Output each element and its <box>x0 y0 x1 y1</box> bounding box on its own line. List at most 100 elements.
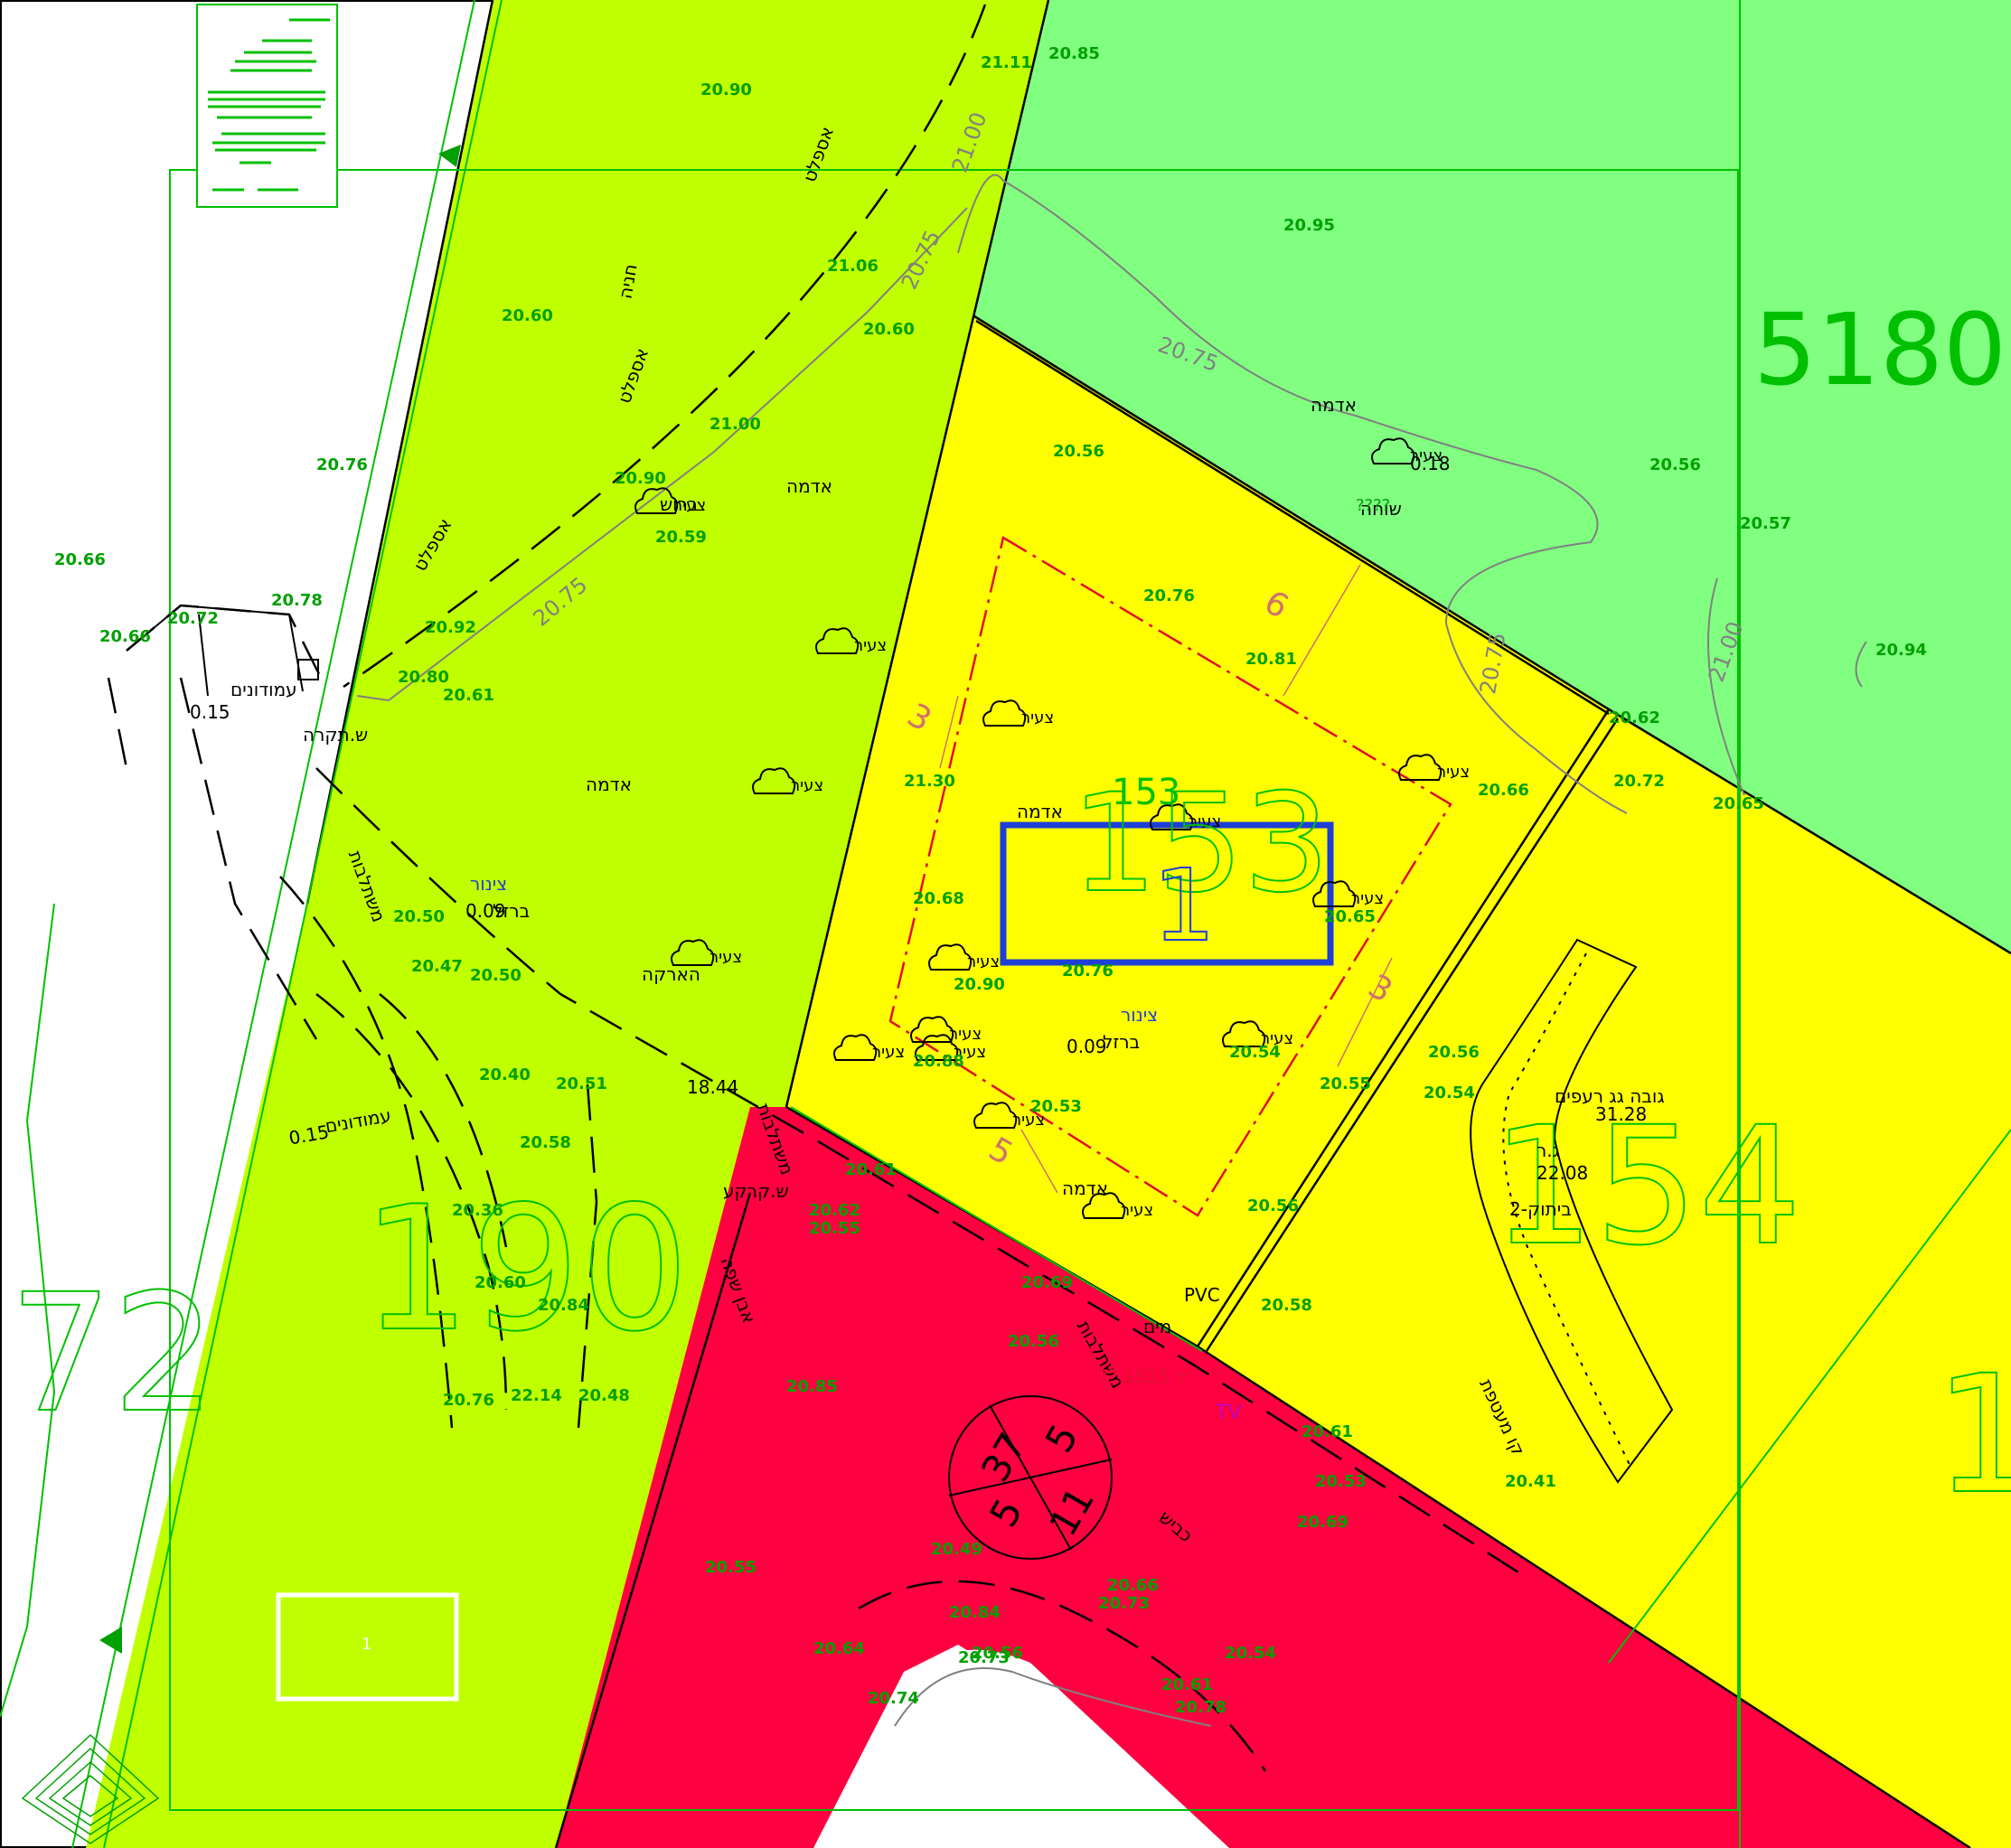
parcel-1-right: 1 <box>1934 1341 2011 1530</box>
label-gova-gag-val: 31.28 <box>1595 1103 1647 1125</box>
zone-parcel-153 <box>786 316 1609 1346</box>
elevation-label: 21.06 <box>827 257 879 276</box>
elevation-label: 21.00 <box>709 415 761 434</box>
retaining-wall <box>1470 938 1674 1484</box>
label-tv: TV <box>1215 1402 1242 1424</box>
elevation-label: 20.65 <box>1713 794 1764 813</box>
elevation-label: 20.88 <box>913 1052 964 1071</box>
elevation-label: 20.51 <box>556 1074 607 1093</box>
elevation-label: 20.74 <box>868 1689 919 1708</box>
elevation-label: 20.59 <box>655 528 707 547</box>
label-shuha-val: 0.18 <box>1410 453 1451 474</box>
elevation-label: 20.61 <box>1161 1675 1213 1694</box>
label-gova-gag: גובה גג רעפים <box>1555 1085 1665 1107</box>
tree-label: צעיר <box>1437 763 1470 782</box>
label-hari: 18.44 <box>687 1076 738 1098</box>
parcel-72: 72 <box>9 1260 216 1449</box>
label-adama-1: אדמה <box>1311 394 1357 416</box>
road-cutout <box>813 1649 1229 1848</box>
elevation-label: 20.56 <box>1649 455 1701 474</box>
zone-parcel-190 <box>86 0 1048 1848</box>
tree-label: צעיר <box>1261 1029 1293 1048</box>
elevation-label: 20.50 <box>393 907 445 926</box>
label-adama-3: אדמה <box>586 774 632 795</box>
elevation-label: 20.94 <box>1875 641 1927 660</box>
left-structures <box>126 605 319 697</box>
elevation-label: 20.66 <box>54 550 106 569</box>
label-tzinor-2: צינור <box>470 873 507 895</box>
elevation-label: 20.54 <box>1424 1083 1475 1102</box>
parcel-numbers: 190 153 154 72 1 <box>8 765 2011 1531</box>
label-adama-4: אדמה <box>1017 801 1063 822</box>
elevation-label: 21.30 <box>904 772 955 791</box>
roundabout <box>948 1395 1113 1560</box>
elevation-label: 21.11 <box>981 53 1032 72</box>
building-blue <box>1000 821 1334 966</box>
elevation-label: 20.84 <box>538 1296 589 1315</box>
tree-icon: צעיר <box>634 487 706 515</box>
tree-label: צעיר <box>709 948 742 967</box>
tree-icon: צעיר <box>910 1016 982 1044</box>
tree-label: צעיר <box>854 636 887 655</box>
label-mayim: מים <box>1143 1316 1171 1337</box>
elevation-label: 20.41 <box>1505 1472 1556 1491</box>
elevation-label: 20.36 <box>452 1201 503 1220</box>
elevation-label: 20.62 <box>809 1201 860 1220</box>
tree-icon: צעיר <box>815 627 887 655</box>
parcel-190: 190 <box>362 1169 690 1369</box>
label-sheket-kid: ש.קרקע <box>723 1180 789 1202</box>
elevation-label: 20.66 <box>1107 1576 1159 1595</box>
elevation-label: 22.14 <box>511 1386 562 1405</box>
tree-icon: צעיר <box>928 943 1000 971</box>
tree-icon: צעיר <box>671 939 742 967</box>
tree-icon: צעיר <box>833 1034 905 1062</box>
elevation-label: 20.72 <box>167 609 219 628</box>
elevation-label: 20.85 <box>1048 44 1100 63</box>
elevation-points: 20.90 21.11 20.85 20.95 20.56 21.06 20.60 20.60… <box>54 44 1927 1717</box>
parcel-154: 154 <box>1491 1093 1802 1281</box>
label-adama-5: אדמה <box>1062 1177 1108 1199</box>
elevation-label: 20.73 <box>958 1648 1010 1667</box>
corner-pyramid-icon <box>21 1733 160 1844</box>
elevation-label: 20.78 <box>271 591 323 610</box>
elevation-label: 20.56 <box>1008 1332 1059 1351</box>
elevation-label: 20.54 <box>1229 1043 1281 1062</box>
elevation-label: 20.48 <box>578 1386 630 1405</box>
elevation-label: 20.55 <box>1320 1074 1371 1093</box>
elevation-label: 20.80 <box>398 668 449 687</box>
tree-icon: צעיר <box>1371 437 1442 465</box>
tree-icon: צעיר <box>973 1102 1045 1130</box>
elevation-label: 20.54 <box>1225 1644 1276 1663</box>
tree-icon: צעיר <box>1150 803 1221 831</box>
elevation-label: 20.66 <box>1478 781 1529 800</box>
label-tzinor-1: צינור <box>1121 1004 1158 1026</box>
elevation-label: 20.61 <box>845 1160 897 1179</box>
label-sheket-tikra: ש.תקרה <box>303 724 368 746</box>
elevation-label: 20.50 <box>470 966 522 985</box>
elevation-label: 20.47 <box>411 957 463 976</box>
elevation-label: 20.76 <box>316 455 368 474</box>
utility-lines <box>107 4 1519 1772</box>
elevation-label: 20.56 <box>972 1644 1023 1663</box>
tree-icon: צעיר <box>1082 1192 1153 1220</box>
elevation-label: 20.56 <box>1053 442 1104 461</box>
trees: צעירצעירצעירצעירצעירצעירצעירצעירצעירצעיר… <box>634 437 1470 1220</box>
zone-parcel-5180 <box>974 0 2011 953</box>
label-bitonim2: ביתוק-2 <box>1509 1198 1572 1220</box>
tree-label: צעיר <box>1121 1201 1153 1220</box>
elevation-label: 20.60 <box>863 320 915 339</box>
tree-label: צעיר <box>1012 1111 1045 1130</box>
elevation-label: 20.64 <box>813 1639 865 1658</box>
label-barzel-val-1: 0.09 <box>465 900 506 922</box>
elevation-label: 20.53 <box>1030 1097 1082 1116</box>
elevation-label: 20.73 <box>1098 1594 1150 1613</box>
elevation-label: 20.76 <box>443 1391 494 1410</box>
small-box <box>276 1592 459 1702</box>
parcel-153-small: 153 <box>1112 772 1180 813</box>
tree-label: צעיר <box>1021 708 1054 727</box>
label-ammudonim-val-1: 0.15 <box>190 701 230 723</box>
elevation-label: 20.95 <box>1283 216 1335 235</box>
tree-icon: צעיר <box>1222 1020 1293 1048</box>
tree-label: צעיר <box>1351 889 1384 908</box>
